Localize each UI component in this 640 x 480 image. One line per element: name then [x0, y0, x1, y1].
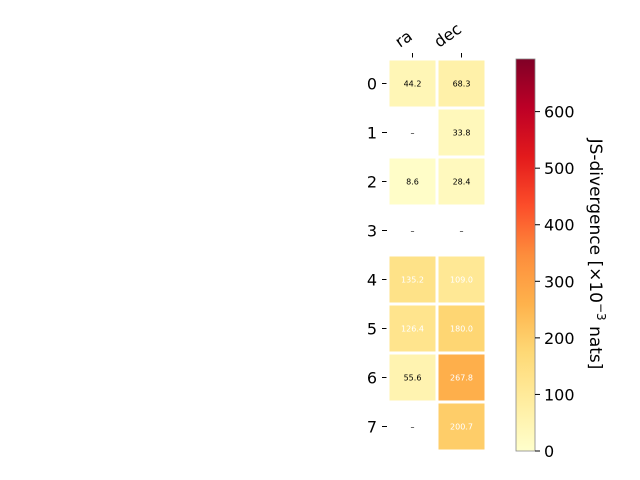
cell-label-1-dec: 33.8 — [453, 129, 471, 138]
row-label-3: 3 — [367, 222, 377, 241]
colorbar-label-superscript: −3 — [594, 303, 608, 321]
row-label-5: 5 — [367, 320, 377, 339]
row-label-2: 2 — [367, 173, 377, 192]
heatmap-cell-5-dec — [435, 302, 488, 355]
cell-label-7-ra: – — [411, 423, 415, 432]
cell-label-3-dec: – — [460, 227, 464, 236]
row-label-4: 4 — [367, 271, 377, 290]
colorbar-tick-label-600: 600 — [544, 103, 575, 122]
heatmap-cells: 44.2 68.3 – 33.8 8.6 28.4 – – 135.2 109.0 126.4 180… — [386, 57, 488, 453]
heatmap-cell-2-ra — [386, 155, 439, 208]
colorbar-tick-label-200: 200 — [544, 329, 575, 348]
cell-label-6-dec: 267.8 — [450, 374, 473, 383]
heatmap-cell-0-dec — [435, 57, 488, 110]
column-label-ra: ra — [391, 26, 415, 51]
column-labels: ra dec — [391, 19, 464, 51]
cell-label-1-ra: – — [411, 129, 415, 138]
row-label-6: 6 — [367, 369, 377, 388]
cell-label-0-dec: 68.3 — [453, 80, 471, 89]
heatmap-cell-2-dec — [435, 155, 488, 208]
cell-label-2-dec: 28.4 — [453, 178, 471, 187]
column-ticks — [412, 53, 462, 58]
colorbar-label: JS-divergence [×10−3 nats] — [585, 138, 608, 370]
cell-label-3-ra: – — [411, 227, 415, 236]
cell-label-0-ra: 44.2 — [404, 80, 422, 89]
cell-label-4-dec: 109.0 — [450, 276, 473, 285]
row-label-0: 0 — [367, 75, 377, 94]
heatmap-cell-7-dec — [435, 400, 488, 453]
colorbar-tick-label-100: 100 — [544, 385, 575, 404]
cell-label-4-ra: 135.2 — [401, 276, 424, 285]
colorbar-tick-label-0: 0 — [544, 442, 554, 461]
colorbar-label-main: JS-divergence [×10 — [585, 138, 605, 303]
cell-label-5-ra: 126.4 — [401, 325, 424, 334]
colorbar: 0 100 200 300 400 500 600 — [515, 58, 575, 461]
heatmap-cell-4-dec — [435, 253, 488, 306]
cell-label-2-ra: 8.6 — [406, 178, 419, 187]
colorbar-label-tail: nats] — [585, 321, 605, 370]
cell-label-7-dec: 200.7 — [450, 423, 473, 432]
heatmap-cell-4-ra — [386, 253, 439, 306]
row-labels: 0 1 2 3 4 5 6 7 — [367, 75, 387, 437]
column-label-dec: dec — [430, 19, 464, 51]
row-label-7: 7 — [367, 418, 377, 437]
colorbar-gradient — [515, 58, 536, 452]
colorbar-tick-label-400: 400 — [544, 216, 575, 235]
colorbar-tick-label-300: 300 — [544, 272, 575, 291]
colorbar-tick-label-500: 500 — [544, 159, 575, 178]
heatmap-cell-6-ra — [386, 351, 439, 404]
row-label-1: 1 — [367, 124, 377, 143]
cell-label-6-ra: 55.6 — [404, 374, 422, 383]
cell-label-5-dec: 180.0 — [450, 325, 473, 334]
